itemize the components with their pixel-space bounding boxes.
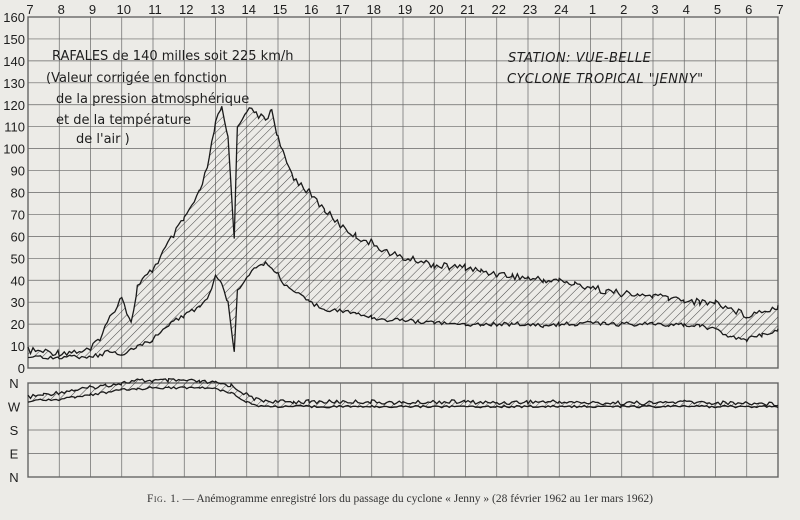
speed-bands [27, 106, 779, 409]
y-axis-speed-ticks: 0 10 20 30 40 50 60 70 80 90 100 110 120 130 140 150 160 [3, 10, 25, 376]
x-tick-label: 9 [89, 2, 96, 17]
y-tick-label: 60 [11, 229, 25, 244]
wind-speed-hatched-area [28, 106, 778, 359]
x-tick-label: 15 [273, 2, 287, 17]
y-tick-label: 130 [3, 76, 25, 91]
y-tick-label: 20 [11, 317, 25, 332]
x-tick-label: 1 [589, 2, 596, 17]
x-tick-label: 2 [620, 2, 627, 17]
direction-tick-label: N [9, 376, 18, 391]
y-tick-label: 140 [3, 54, 25, 69]
x-tick-label: 10 [117, 2, 131, 17]
wind-speed-lower-trace [27, 260, 779, 360]
y-tick-label: 50 [11, 251, 25, 266]
x-tick-label: 4 [683, 2, 690, 17]
y-tick-label: 70 [11, 207, 25, 222]
y-tick-label: 160 [3, 10, 25, 25]
y-tick-label: 150 [3, 32, 25, 47]
gust-annotation: RAFALES de 140 milles soit 225 km/h (Val… [46, 49, 293, 147]
direction-tick-label: E [10, 447, 19, 462]
x-tick-label: 12 [179, 2, 193, 17]
y-tick-label: 80 [11, 186, 25, 201]
wind-speed-upper-trace [27, 106, 779, 358]
annotation-line-3: de la pression atmosphérique [56, 92, 249, 107]
station-label: STATION: VUE-BELLE CYCLONE TROPICAL "JEN… [507, 51, 704, 87]
y-tick-label: 40 [11, 273, 25, 288]
x-tick-label: 23 [523, 2, 537, 17]
x-tick-label: 21 [460, 2, 474, 17]
x-tick-label: 8 [58, 2, 65, 17]
direction-tick-label: N [9, 470, 18, 485]
x-tick-label: 11 [148, 2, 162, 17]
caption-label: Fig. 1. [147, 493, 180, 505]
x-tick-label: 13 [210, 2, 224, 17]
y-tick-label: 100 [3, 142, 25, 157]
annotation-line-1: RAFALES de 140 milles soit 225 km/h [52, 49, 293, 64]
figure-caption: Fig. 1. — Anémogramme enregistré lors du… [0, 493, 800, 505]
x-tick-label: 14 [242, 2, 256, 17]
x-tick-label: 17 [335, 2, 349, 17]
y-tick-label: 10 [11, 339, 25, 354]
wind-direction-hatched-area [28, 378, 778, 408]
x-tick-label: 6 [745, 2, 752, 17]
x-tick-label: 7 [26, 2, 33, 17]
y-tick-label: 0 [18, 361, 25, 376]
station-name: STATION: VUE-BELLE [508, 51, 652, 66]
direction-tick-label: W [8, 400, 21, 415]
y-tick-label: 120 [3, 98, 25, 113]
x-tick-label: 16 [304, 2, 318, 17]
direction-tick-label: S [10, 423, 19, 438]
x-tick-label: 20 [429, 2, 443, 17]
x-tick-label: 19 [398, 2, 412, 17]
annotation-line-5: de l'air ) [76, 132, 130, 147]
wind-direction-lower-trace [27, 385, 779, 409]
x-tick-label: 18 [367, 2, 381, 17]
direction-chart-grid [27, 382, 779, 478]
y-tick-label: 90 [11, 164, 25, 179]
x-tick-label: 24 [554, 2, 568, 17]
caption-text: — Anémogramme enregistré lors du passage… [182, 493, 653, 505]
y-tick-label: 110 [4, 120, 25, 135]
x-tick-label: 7 [776, 2, 783, 17]
wind-direction-upper-trace [27, 378, 779, 407]
x-axis-hour-ticks: 7 8 9 10 11 12 13 14 15 16 17 18 19 20 21 22 23 24 1 2 3 4 5 6 7 [26, 2, 783, 17]
x-tick-label: 3 [651, 2, 658, 17]
y-tick-label: 30 [11, 295, 25, 310]
annotation-line-4: et de la température [56, 113, 191, 128]
annotation-line-2: (Valeur corrigée en fonction [46, 71, 227, 86]
cyclone-name: CYCLONE TROPICAL "JENNY" [507, 72, 704, 87]
x-tick-label: 22 [492, 2, 506, 17]
x-tick-label: 5 [714, 2, 721, 17]
